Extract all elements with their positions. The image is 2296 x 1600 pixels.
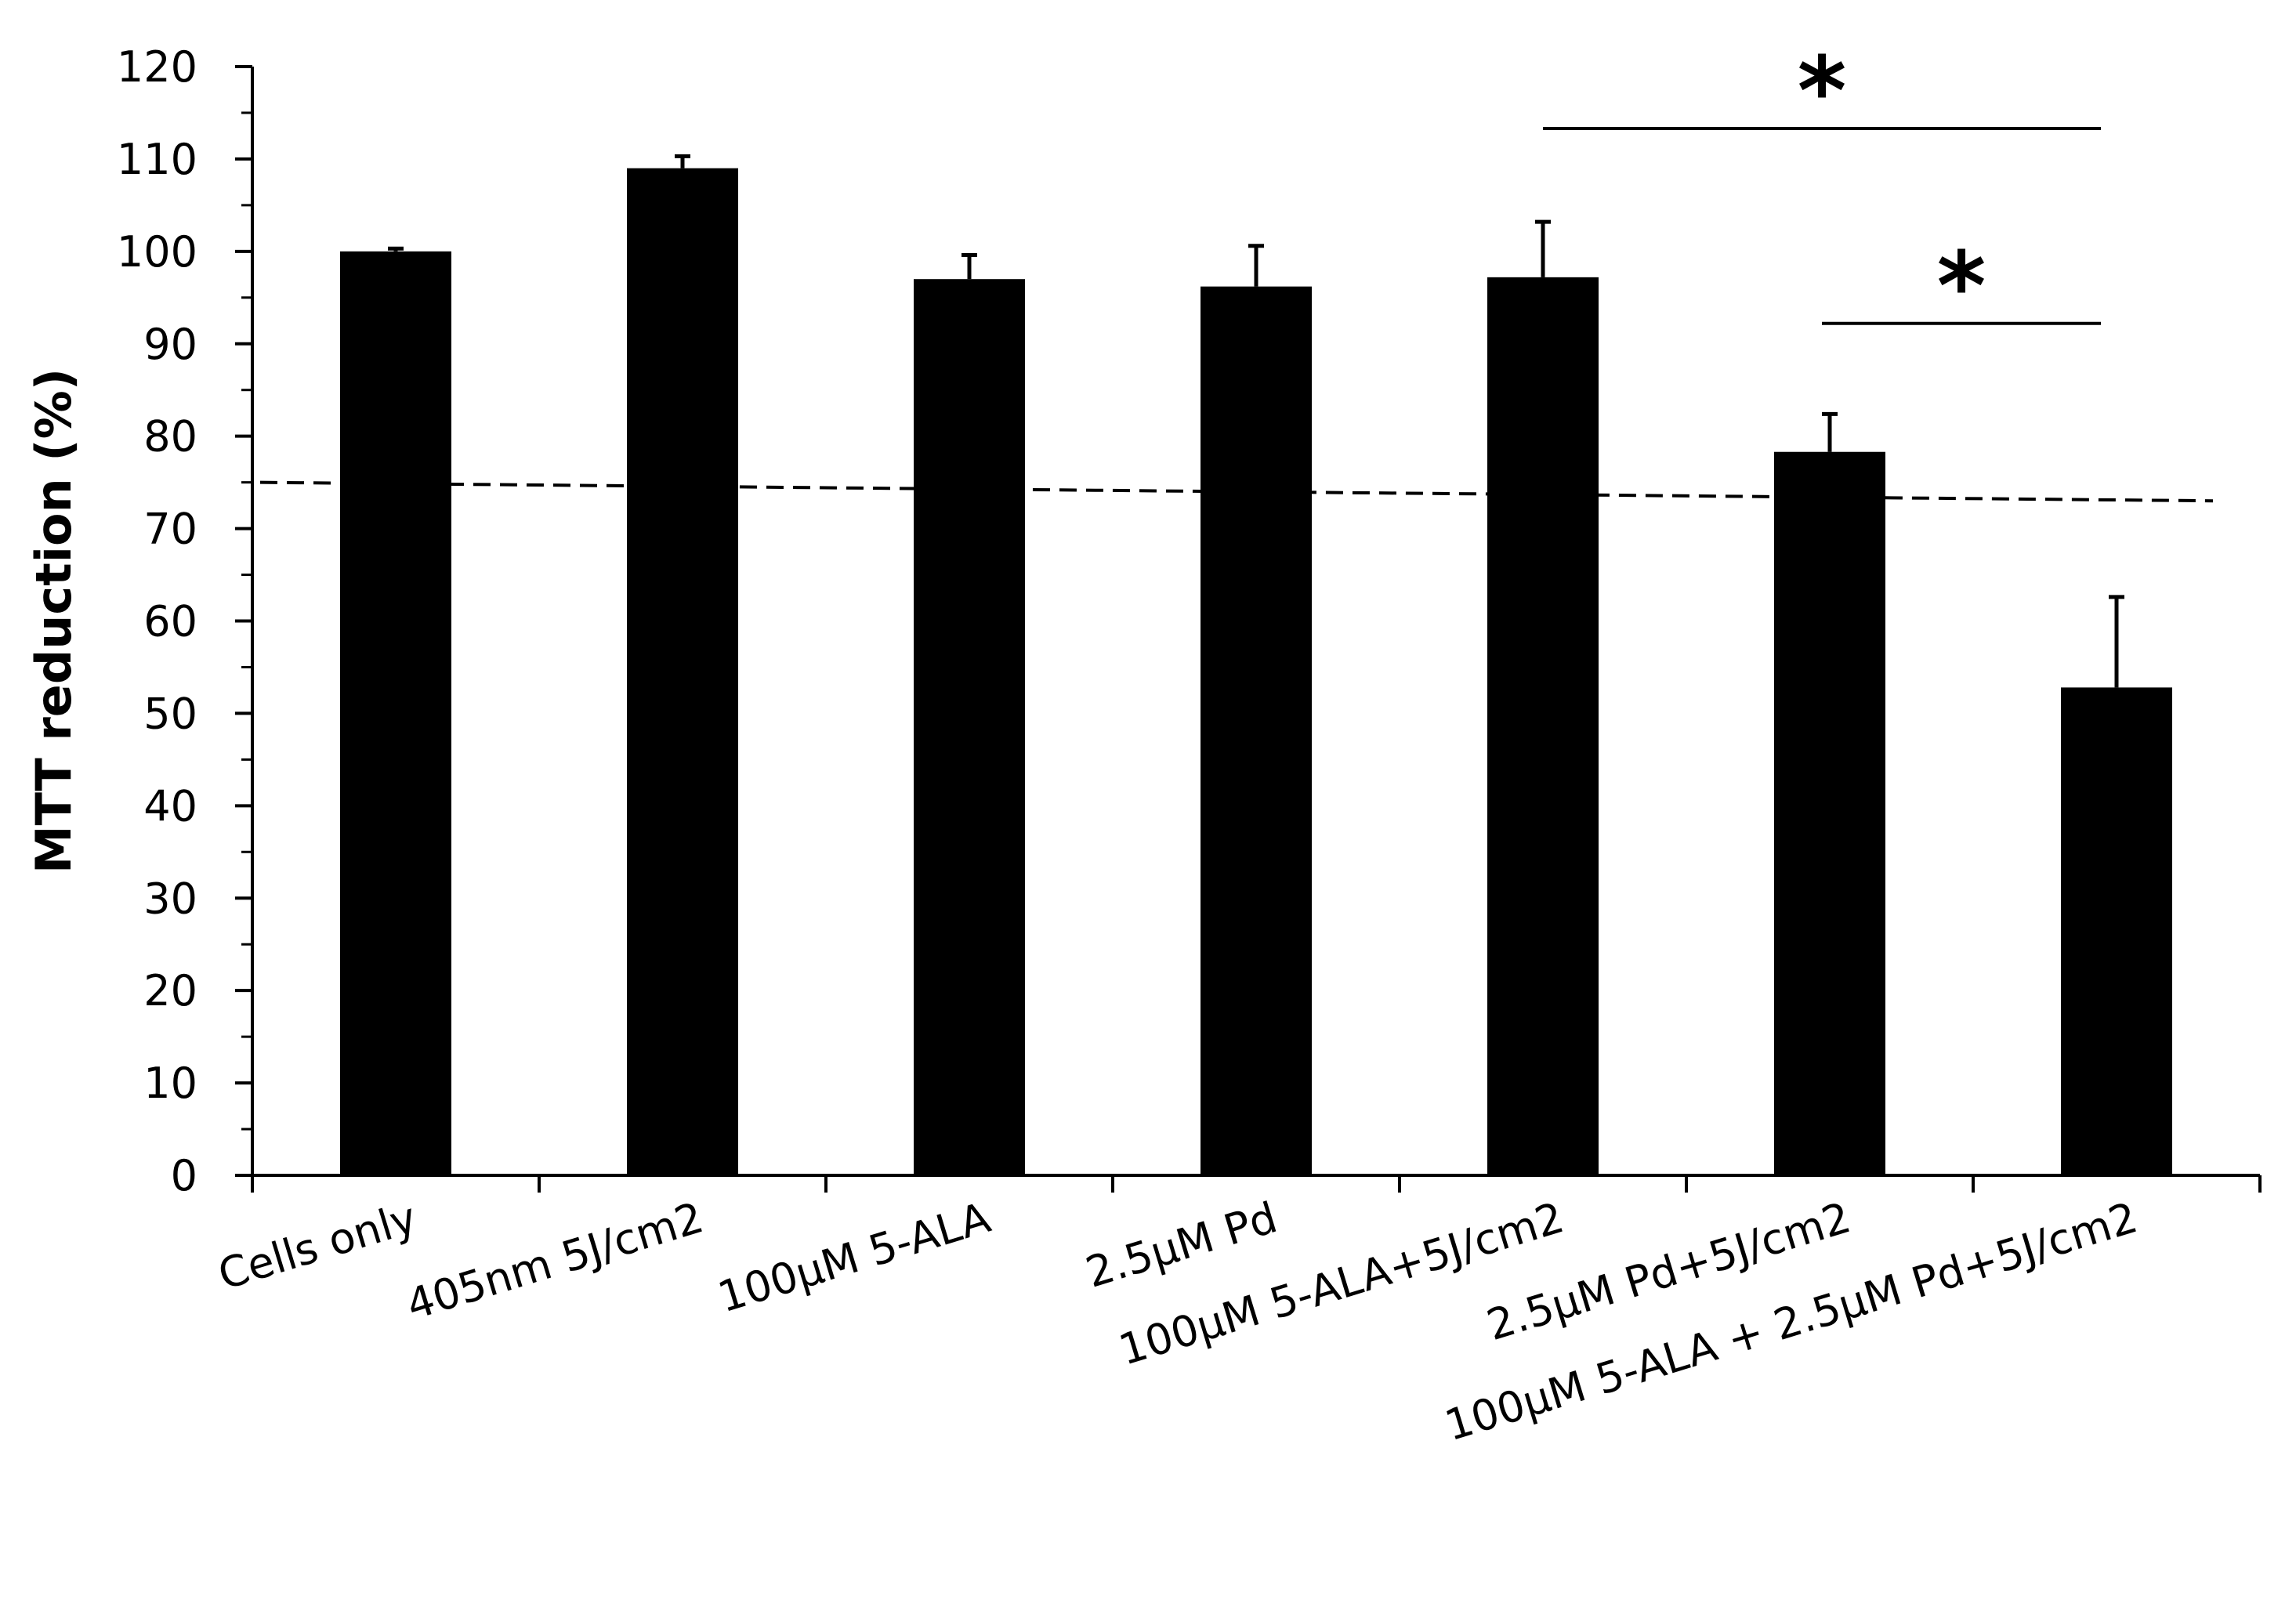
bar bbox=[627, 168, 738, 1175]
bar bbox=[340, 251, 451, 1175]
bar bbox=[1774, 451, 1885, 1175]
bar bbox=[1201, 286, 1312, 1176]
bar bbox=[2061, 687, 2172, 1175]
y-tick-label: 100 bbox=[117, 227, 197, 277]
x-category-label: 100µM 5-ALA bbox=[712, 1193, 996, 1322]
x-category-label: Cells only bbox=[212, 1193, 422, 1299]
y-tick-label: 120 bbox=[117, 42, 197, 92]
y-tick-label: 70 bbox=[143, 505, 197, 554]
y-tick-label: 80 bbox=[143, 412, 197, 462]
bar bbox=[1487, 277, 1599, 1176]
bars-layer bbox=[340, 168, 2172, 1176]
y-tick-label: 110 bbox=[117, 135, 197, 184]
reference-line-layer bbox=[259, 480, 2214, 503]
y-tick-label: 50 bbox=[143, 689, 197, 738]
y-axis-title: MTT reduction (%) bbox=[25, 368, 82, 874]
y-tick-label: 20 bbox=[143, 966, 197, 1015]
significance-star: * bbox=[1937, 233, 1986, 342]
y-tick-label: 10 bbox=[143, 1059, 197, 1108]
y-tick-label: 40 bbox=[143, 781, 197, 831]
x-category-label: 405nm 5J/cm2 bbox=[400, 1193, 708, 1330]
reference-line-dashed bbox=[259, 480, 2214, 503]
y-tick-label: 30 bbox=[143, 874, 197, 923]
y-tick-label: 90 bbox=[143, 320, 197, 369]
bar bbox=[914, 279, 1025, 1175]
y-tick-label: 60 bbox=[143, 597, 197, 646]
y-tick-label: 0 bbox=[171, 1151, 197, 1200]
significance-star: * bbox=[1798, 38, 1847, 147]
error-bars-layer bbox=[388, 154, 2124, 688]
significance-layer: ** bbox=[1543, 38, 2101, 342]
x-category-label: 2.5µM Pd bbox=[1080, 1193, 1282, 1298]
